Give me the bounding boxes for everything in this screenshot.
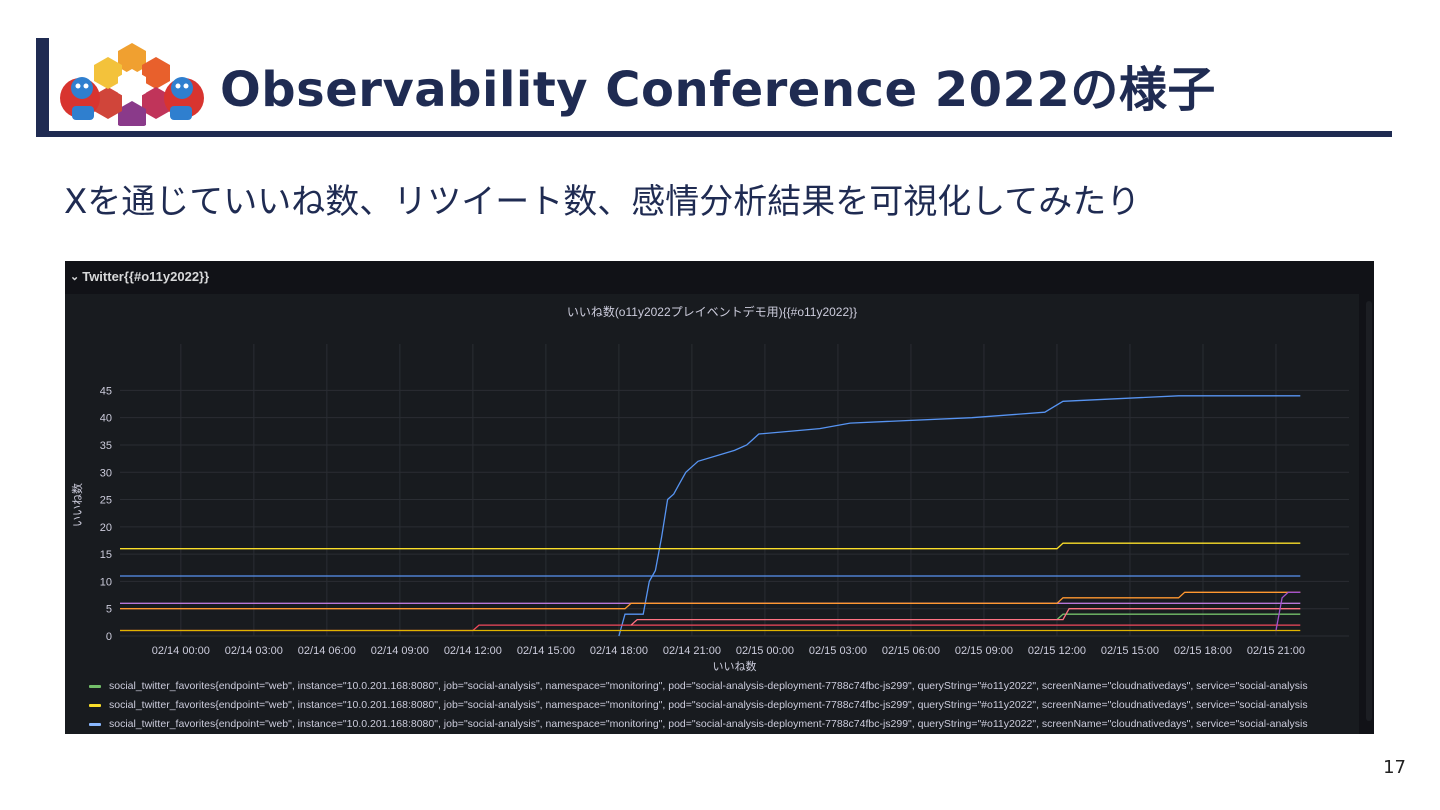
y-axis-label: いいね数 xyxy=(71,483,84,527)
series-line xyxy=(1056,613,1301,621)
legend-label: social_twitter_favorites{endpoint="web",… xyxy=(109,699,1308,711)
legend-label: social_twitter_favorites{endpoint="web",… xyxy=(109,718,1308,730)
x-tick-label: 02/14 09:00 xyxy=(371,645,429,657)
panel-title[interactable]: いいね数(o11y2022プレイベントデモ用){{#o11y2022}} xyxy=(566,305,858,319)
y-tick-label: 30 xyxy=(100,467,112,479)
x-tick-label: 02/14 00:00 xyxy=(152,645,210,657)
grafana-dashboard: ⌄ Twitter{{#o11y2022}} いいね数(o11y2022プレイベ… xyxy=(65,261,1374,734)
dashboard-row-header[interactable]: ⌄ Twitter{{#o11y2022}} xyxy=(65,261,1374,291)
scrollbar[interactable] xyxy=(1366,301,1372,721)
x-tick-label: 02/15 00:00 xyxy=(736,645,794,657)
legend-item[interactable]: social_twitter_favorites{endpoint="web",… xyxy=(89,715,1359,734)
x-tick-label: 02/15 03:00 xyxy=(809,645,867,657)
x-tick-label: 02/14 15:00 xyxy=(517,645,575,657)
page-number: 17 xyxy=(1383,757,1406,778)
x-tick-label: 02/15 15:00 xyxy=(1101,645,1159,657)
legend-item[interactable]: social_twitter_favorites{endpoint="web",… xyxy=(89,696,1359,715)
y-tick-label: 20 xyxy=(100,522,112,534)
legend-swatch xyxy=(89,723,101,726)
slide-title: Observability Conference 2022の様子 xyxy=(220,62,1216,118)
y-tick-label: 25 xyxy=(100,495,112,507)
x-tick-label: 02/14 12:00 xyxy=(444,645,502,657)
y-tick-label: 10 xyxy=(100,576,112,588)
legend-swatch xyxy=(89,704,101,707)
row-title: Twitter{{#o11y2022}} xyxy=(82,268,210,284)
x-tick-label: 02/14 03:00 xyxy=(225,645,283,657)
legend-label: social_twitter_favorites{endpoint="web",… xyxy=(109,680,1308,692)
y-tick-label: 15 xyxy=(100,549,112,561)
x-tick-label: 02/15 06:00 xyxy=(882,645,940,657)
conference-logo xyxy=(60,43,204,126)
x-tick-label: 02/14 06:00 xyxy=(298,645,356,657)
title-accent-bar xyxy=(36,38,49,136)
y-tick-label: 45 xyxy=(100,385,112,397)
series-line xyxy=(120,542,1301,550)
y-tick-label: 35 xyxy=(100,440,112,452)
legend-swatch xyxy=(89,685,101,688)
y-tick-label: 0 xyxy=(106,631,112,643)
y-tick-label: 5 xyxy=(106,604,112,616)
series-line xyxy=(120,591,1301,610)
left-shisa-icon xyxy=(60,77,100,120)
x-tick-label: 02/14 18:00 xyxy=(590,645,648,657)
graph-panel: いいね数(o11y2022プレイベントデモ用){{#o11y2022}} 0 5 1… xyxy=(65,294,1359,734)
legend-item[interactable]: social_twitter_favorites{endpoint="web",… xyxy=(89,677,1359,696)
right-shisa-icon xyxy=(164,77,204,120)
x-tick-label: 02/15 12:00 xyxy=(1028,645,1086,657)
x-tick-label: 02/15 18:00 xyxy=(1174,645,1232,657)
x-axis-label: いいね数 xyxy=(713,660,757,673)
x-tick-label: 02/14 21:00 xyxy=(663,645,721,657)
series-line xyxy=(618,395,1301,637)
x-tick-label: 02/15 09:00 xyxy=(955,645,1013,657)
slide-subtitle: Xを通じていいね数、リツイート数、感情分析結果を可視化してみたり xyxy=(64,182,1141,222)
series-line xyxy=(120,624,1301,632)
series-line xyxy=(1275,591,1301,631)
y-tick-label: 40 xyxy=(100,413,112,425)
chart-legend: social_twitter_favorites{endpoint="web",… xyxy=(89,677,1359,734)
series-line xyxy=(630,608,1301,626)
x-tick-label: 02/15 21:00 xyxy=(1247,645,1305,657)
chevron-down-icon: ⌄ xyxy=(70,270,80,283)
title-underline xyxy=(36,131,1392,137)
line-chart: 0 5 10 15 20 25 30 35 40 45 02/14 00:00 02/14 03:00… xyxy=(71,344,1349,673)
